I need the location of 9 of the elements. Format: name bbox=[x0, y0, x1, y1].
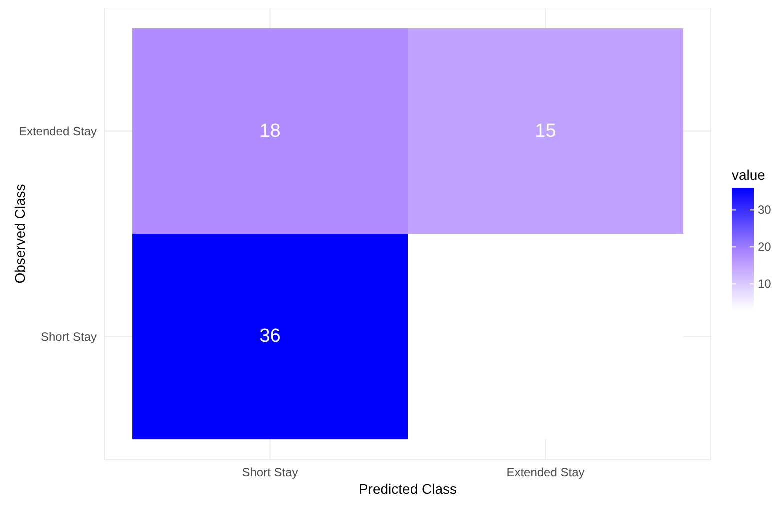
color-bar-label: 30 bbox=[758, 203, 772, 218]
data-label: 15 bbox=[535, 120, 556, 142]
color-bar-title: value bbox=[732, 167, 766, 183]
data-label: 36 bbox=[260, 326, 281, 348]
y-axis-title: Observed Class bbox=[12, 184, 28, 284]
color-bar-label: 10 bbox=[758, 277, 772, 292]
data-label: 18 bbox=[260, 120, 281, 142]
x-axis-title: Predicted Class bbox=[358, 481, 458, 497]
color-bar-label: 20 bbox=[758, 240, 772, 254]
